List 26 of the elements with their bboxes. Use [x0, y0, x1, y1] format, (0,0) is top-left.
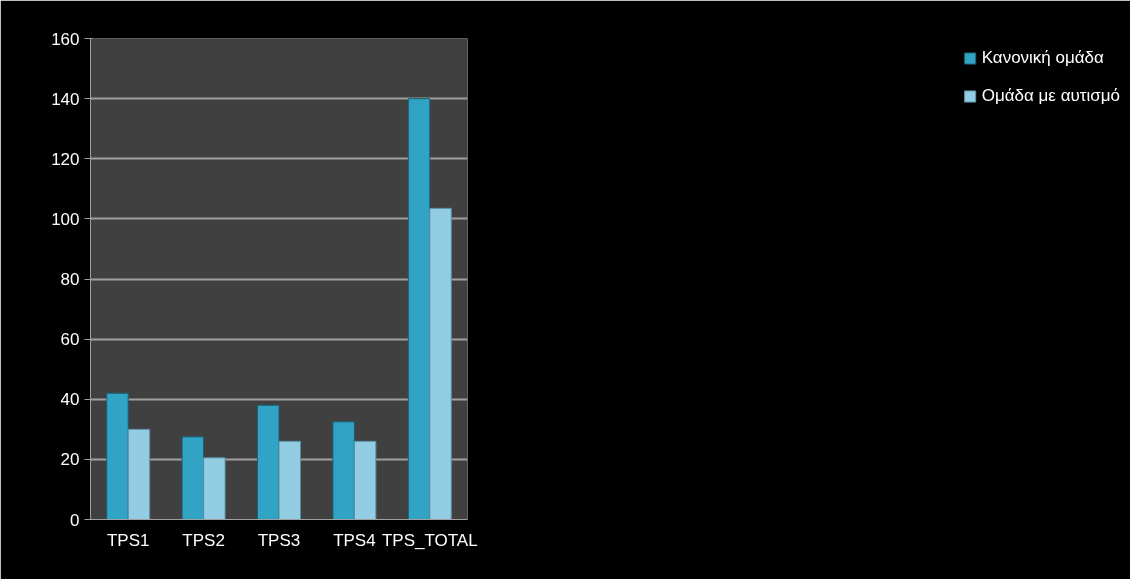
y-tick-label: 60	[60, 330, 80, 350]
bar	[181, 436, 205, 520]
bar	[203, 457, 226, 520]
y-tick-label: 40	[60, 390, 80, 410]
bar	[407, 98, 431, 520]
bar	[257, 404, 280, 520]
y-tick-label: 100	[51, 209, 80, 229]
bar	[429, 207, 452, 520]
bar	[127, 428, 151, 520]
legend-label: Κανονική ομάδα	[981, 48, 1104, 68]
x-tick-label: TPS3	[257, 530, 301, 550]
y-tick-label: 20	[60, 450, 80, 470]
x-tick-label: TPS1	[106, 530, 150, 550]
x-tick-label: TPS4	[333, 530, 376, 550]
bar	[353, 440, 377, 520]
y-tick-label: 140	[51, 89, 80, 109]
y-tick-label: 160	[51, 29, 80, 49]
bar	[332, 421, 355, 520]
bar	[106, 392, 129, 520]
x-tick-label: TPS_TOTAL	[381, 530, 478, 550]
legend-label: Ομάδα με αυτισμό	[981, 86, 1120, 106]
bar	[278, 440, 301, 520]
y-tick-label: 120	[51, 149, 80, 169]
y-tick-label: 80	[60, 270, 80, 289]
x-tick-label: TPS2	[182, 530, 225, 550]
y-tick-label: 0	[70, 510, 80, 530]
